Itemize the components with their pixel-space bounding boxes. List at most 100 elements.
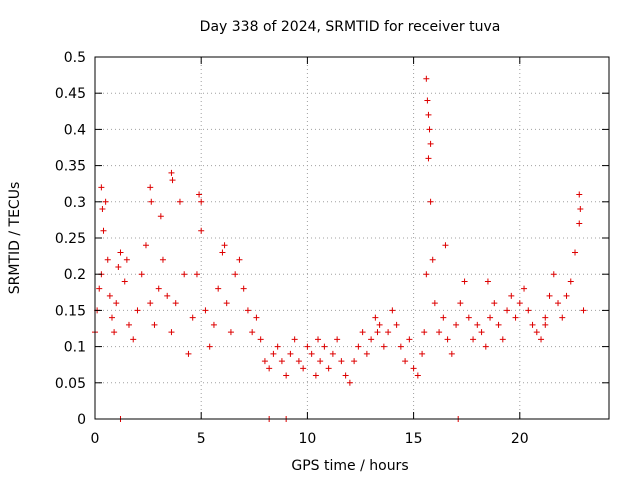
data-point (329, 350, 336, 357)
data-point (474, 321, 481, 328)
data-point (261, 358, 268, 365)
data-point (98, 184, 105, 191)
data-point (270, 350, 277, 357)
data-point (495, 321, 502, 328)
data-point (185, 350, 192, 357)
data-point (363, 350, 370, 357)
data-point (516, 300, 523, 307)
data-point (372, 314, 379, 321)
data-point (334, 336, 341, 343)
data-point (423, 271, 430, 278)
data-point (538, 336, 545, 343)
data-point (198, 198, 205, 205)
data-point (106, 292, 113, 299)
data-point (108, 314, 115, 321)
data-point (346, 379, 353, 386)
data-point (555, 300, 562, 307)
x-tick-label: 10 (298, 431, 316, 447)
data-point (232, 271, 239, 278)
data-point (278, 358, 285, 365)
data-point (169, 177, 176, 184)
data-point (147, 300, 154, 307)
data-point (470, 336, 477, 343)
data-point (487, 314, 494, 321)
data-point (368, 336, 375, 343)
chart-title: Day 338 of 2024, SRMTID for receiver tuv… (200, 19, 501, 35)
y-tick-label: 0.5 (64, 50, 86, 66)
data-point (223, 300, 230, 307)
data-point (215, 285, 222, 292)
data-point (402, 358, 409, 365)
data-point (244, 307, 251, 314)
data-point (374, 329, 381, 336)
data-point (567, 278, 574, 285)
x-tick-label: 20 (511, 431, 529, 447)
data-point (542, 321, 549, 328)
data-point (426, 126, 433, 133)
data-point (427, 140, 434, 147)
data-point (421, 329, 428, 336)
data-point (414, 372, 421, 379)
x-tick-label: 5 (197, 431, 206, 447)
data-point (529, 321, 536, 328)
data-point (172, 300, 179, 307)
data-point (115, 263, 122, 270)
y-tick-label: 0 (77, 412, 86, 428)
data-point (563, 292, 570, 299)
data-point (338, 358, 345, 365)
data-point (157, 213, 164, 220)
data-point (478, 329, 485, 336)
data-point (274, 343, 281, 350)
data-point (206, 343, 213, 350)
data-point (113, 300, 120, 307)
data-point (431, 300, 438, 307)
data-point (423, 75, 430, 82)
data-point (155, 285, 162, 292)
data-point (321, 343, 328, 350)
data-point (351, 358, 358, 365)
data-point (572, 249, 579, 256)
data-point (315, 336, 322, 343)
data-point (168, 329, 175, 336)
data-point (147, 184, 154, 191)
data-point (151, 321, 158, 328)
data-point (142, 242, 149, 249)
data-point (389, 307, 396, 314)
data-point (499, 336, 506, 343)
data-point (580, 307, 587, 314)
data-point (427, 198, 434, 205)
y-tick-label: 0.15 (55, 303, 86, 319)
data-point (202, 307, 209, 314)
data-point (508, 292, 515, 299)
data-point (111, 329, 118, 336)
data-point (457, 300, 464, 307)
data-point (117, 249, 124, 256)
data-point (308, 350, 315, 357)
data-point (100, 227, 107, 234)
axis-ticks: 0 0.05 0.1 0.15 0.2 0.25 0.3 0.35 0.4 0.45 0.5 0 5 10… (55, 50, 609, 447)
data-point (521, 285, 528, 292)
data-point (196, 191, 203, 198)
data-point (385, 329, 392, 336)
data-point (550, 271, 557, 278)
data-point (181, 271, 188, 278)
data-point (176, 198, 183, 205)
data-point (240, 285, 247, 292)
data-point (130, 336, 137, 343)
data-point (221, 242, 228, 249)
data-point (164, 292, 171, 299)
data-point (342, 372, 349, 379)
data-point (325, 365, 332, 372)
data-point (359, 329, 366, 336)
data-point (253, 314, 260, 321)
y-tick-label: 0.45 (55, 86, 86, 102)
data-point (312, 372, 319, 379)
data-point (393, 321, 400, 328)
data-point (96, 285, 103, 292)
data-point (317, 358, 324, 365)
y-tick-label: 0.1 (64, 340, 86, 356)
grid (95, 57, 609, 419)
data-point (482, 343, 489, 350)
data-point (249, 329, 256, 336)
data-point (425, 155, 432, 162)
